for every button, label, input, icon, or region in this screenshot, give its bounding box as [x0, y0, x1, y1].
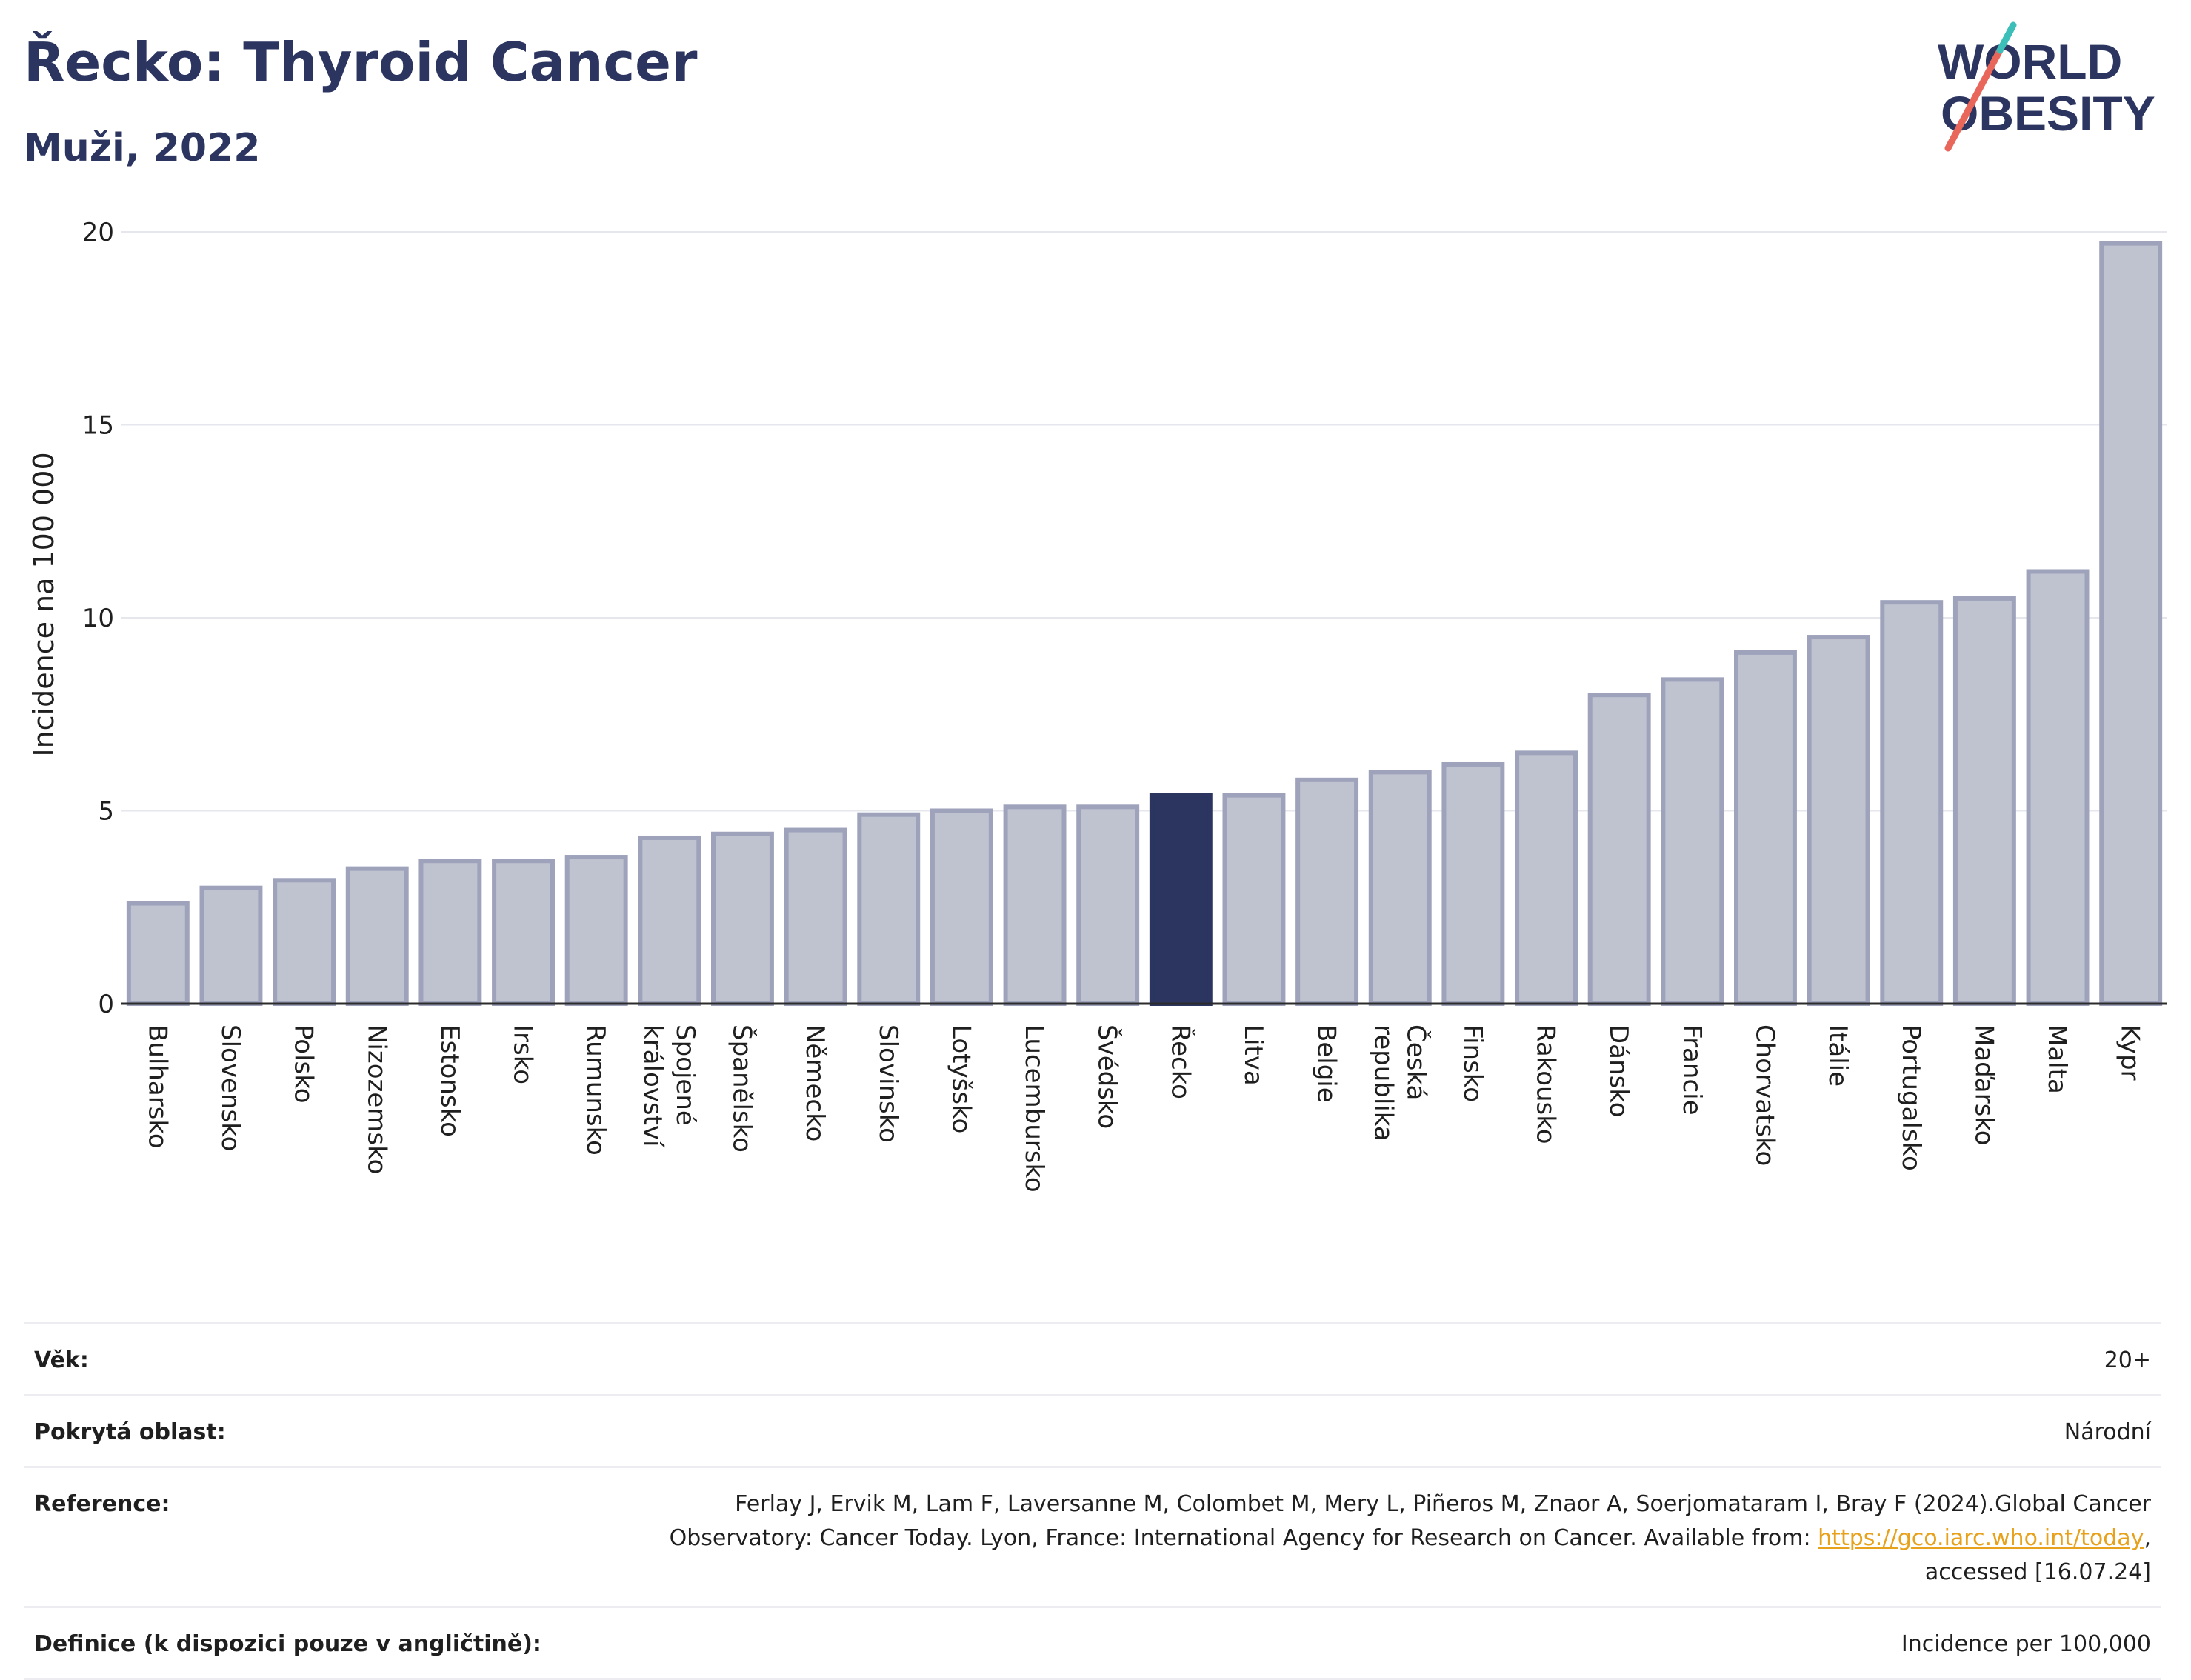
reference-value: Ferlay J, Ervik M, Lam F, Laversanne M, …: [670, 1487, 2151, 1590]
reference-line-2-suffix: ,: [2144, 1525, 2151, 1551]
x-tick-label: Německo: [800, 1024, 830, 1141]
info-row-definition: Definice (k dispozici pouze v angličtině…: [24, 1606, 2161, 1680]
bar-9: [784, 827, 847, 1007]
x-tick-label: Rumunsko: [581, 1024, 610, 1156]
x-tick-label: Lotyšsko: [946, 1024, 976, 1133]
bar-18: [1441, 761, 1505, 1006]
bar-16: [1295, 777, 1359, 1006]
bar-19: [1515, 750, 1578, 1006]
y-tick-label: 20: [82, 218, 114, 247]
bar-chart: 0 5 10 15 20 Bulharsko Slovensko Polsko Nizozem…: [27, 218, 2167, 1193]
bar-14: [1149, 793, 1213, 1007]
reference-line-1: Ferlay J, Ervik M, Lam F, Laversanne M, …: [735, 1491, 2151, 1517]
bar-21: [1661, 677, 1724, 1006]
y-axis-title: Incidence na 100 000: [27, 452, 60, 756]
bar-7: [638, 835, 701, 1006]
definition-label: Definice (k dispozici pouze v angličtině…: [34, 1631, 541, 1657]
info-row-reference: Reference: Ferlay J, Ervik M, Lam F, Lav…: [24, 1466, 2161, 1606]
bar-11: [930, 808, 993, 1006]
x-tick-label: Finsko: [1458, 1024, 1487, 1102]
bar-3: [345, 866, 409, 1007]
bar-5: [492, 859, 555, 1006]
y-tick-label: 0: [98, 990, 114, 1019]
x-tick-label: Polsko: [289, 1024, 319, 1104]
bar-2: [273, 878, 336, 1007]
y-tick-label: 5: [98, 797, 114, 827]
x-tick-label: Portugalsko: [1896, 1024, 1926, 1171]
info-table: Věk: 20+ Pokrytá oblast: Národní Referen…: [24, 1322, 2161, 1680]
bar-26: [2026, 569, 2090, 1006]
bar-23: [1807, 635, 1870, 1006]
bar-15: [1222, 793, 1286, 1007]
y-tick-label: 15: [82, 411, 114, 441]
coverage-label: Pokrytá oblast:: [34, 1419, 226, 1445]
bar-12: [1003, 804, 1067, 1007]
x-tick-label: Slovinsko: [873, 1024, 903, 1143]
bar-17: [1368, 770, 1432, 1007]
definition-value: Incidence per 100,000: [1901, 1631, 2151, 1657]
x-tick-label: Francie: [1677, 1024, 1707, 1116]
bar-24: [1880, 600, 1944, 1006]
x-tick-label: Španělsko: [727, 1024, 757, 1153]
x-tick-label: Kypr: [2115, 1024, 2145, 1081]
reference-line-2-prefix: Observatory: Cancer Today. Lyon, France:…: [669, 1525, 1818, 1551]
bar-22: [1734, 650, 1797, 1006]
coverage-value: Národní: [2064, 1419, 2151, 1445]
bar-27: [2099, 241, 2163, 1006]
x-tick-label: Dánsko: [1604, 1024, 1633, 1118]
x-tick-label: Maďarsko: [1969, 1024, 1998, 1146]
x-tick-label: Spojenékrálovství: [638, 1024, 700, 1148]
info-row-age: Věk: 20+: [24, 1322, 2161, 1394]
x-tick-label: Rakousko: [1531, 1024, 1561, 1144]
x-tick-label: Malta: [2042, 1024, 2072, 1094]
x-tick-label: Řecko: [1165, 1024, 1195, 1099]
bar-1: [199, 885, 263, 1006]
x-tick-label: Lucembursko: [1019, 1024, 1049, 1193]
bar-4: [418, 859, 482, 1006]
age-value: 20+: [2104, 1347, 2151, 1373]
x-tick-label: Chorvatsko: [1750, 1024, 1779, 1166]
bars: [126, 241, 2163, 1007]
info-row-coverage: Pokrytá oblast: Národní: [24, 1394, 2161, 1466]
x-tick-label: Itálie: [1823, 1024, 1852, 1087]
x-tick-label: Českárepublika: [1368, 1024, 1431, 1141]
bar-10: [857, 812, 921, 1006]
bar-25: [1952, 596, 2016, 1006]
x-tick-label: Bulharsko: [142, 1024, 172, 1149]
x-tick-label: Estonsko: [435, 1024, 464, 1137]
chart-subtitle: Muži, 2022: [24, 126, 261, 170]
reference-line-3: accessed [16.07.24]: [1924, 1559, 2151, 1585]
x-axis-labels: Bulharsko Slovensko Polsko Nizozemsko Estons…: [142, 1024, 2144, 1193]
x-tick-label: Švédsko: [1093, 1024, 1123, 1129]
bar-8: [711, 831, 774, 1007]
x-tick-label: Belgie: [1312, 1024, 1341, 1103]
age-label: Věk:: [34, 1347, 89, 1373]
y-tick-label: 10: [82, 604, 114, 633]
bar-6: [564, 855, 628, 1007]
bar-13: [1076, 804, 1140, 1007]
x-tick-label: Litva: [1238, 1024, 1268, 1086]
bar-0: [126, 901, 190, 1007]
x-tick-label: Slovensko: [216, 1024, 245, 1151]
chart-title: Řecko: Thyroid Cancer: [24, 31, 698, 93]
reference-label: Reference:: [34, 1491, 170, 1517]
world-obesity-logo: WORLD OBESITY: [1938, 21, 2155, 152]
x-tick-label: Nizozemsko: [361, 1024, 391, 1174]
y-axis-ticks: 0 5 10 15 20: [82, 218, 114, 1019]
x-tick-label: Irsko: [508, 1024, 538, 1084]
reference-link[interactable]: https://gco.iarc.who.int/today: [1818, 1525, 2144, 1551]
bar-20: [1587, 693, 1651, 1006]
svg-text:WORLD: WORLD: [1938, 34, 2122, 89]
